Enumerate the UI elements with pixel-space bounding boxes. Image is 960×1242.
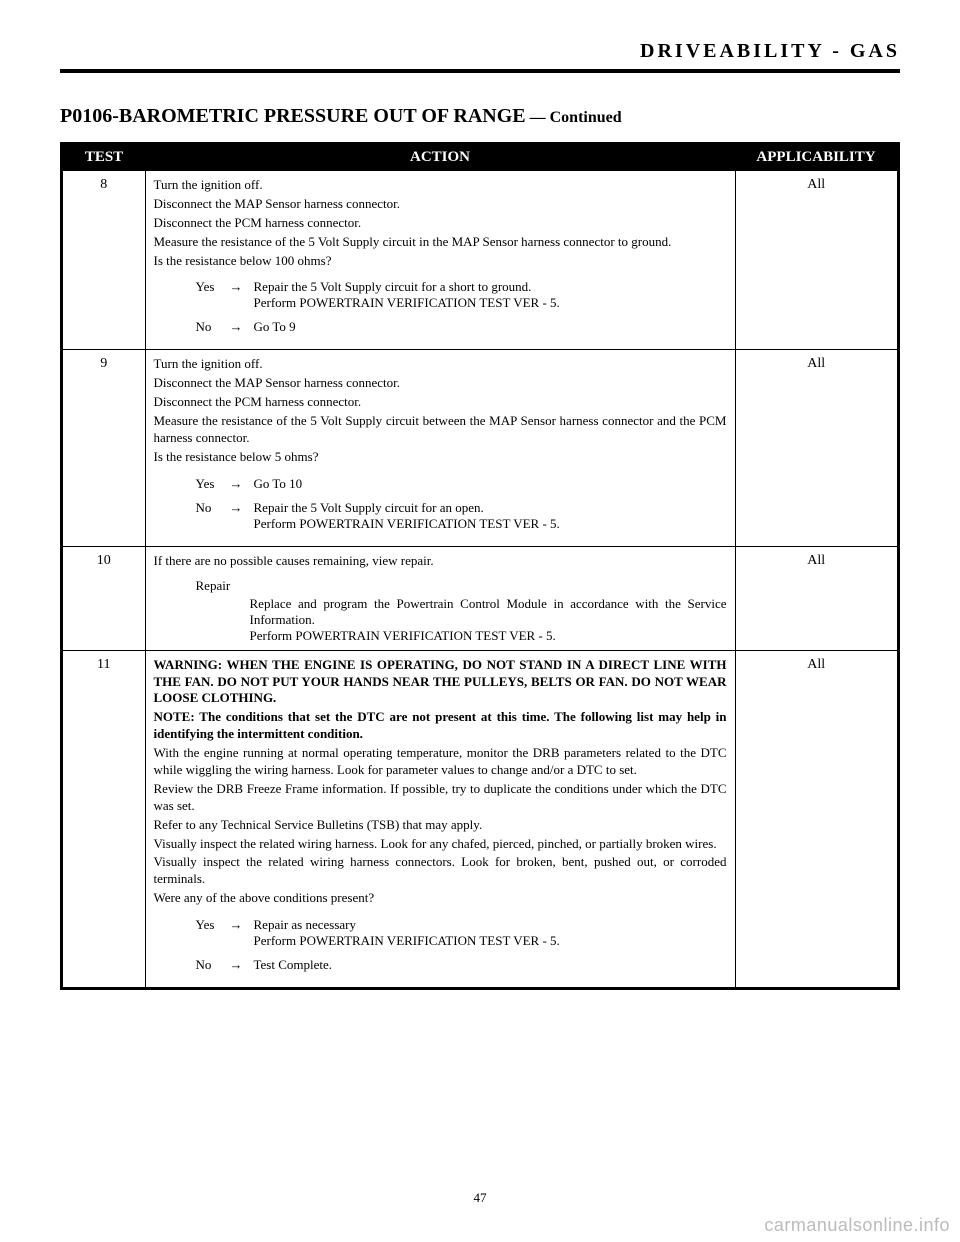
action-text: Refer to any Technical Service Bulletins… <box>154 817 727 834</box>
no-text: Go To 9 <box>254 319 727 335</box>
yes-text: Go To 10 <box>254 476 727 492</box>
action-text: Visually inspect the related wiring harn… <box>154 854 727 888</box>
arrow-icon: → <box>230 279 254 311</box>
applicability-cell: All <box>735 650 899 988</box>
no-text: Test Complete. <box>254 957 727 973</box>
col-test: TEST <box>62 144 146 171</box>
action-cell: Turn the ignition off. Disconnect the MAP… <box>145 171 735 350</box>
yes-row: Yes→Go To 10 <box>196 476 727 492</box>
yes-label: Yes <box>196 279 230 311</box>
yes-label: Yes <box>196 476 230 492</box>
test-number: 9 <box>62 350 146 546</box>
action-cell: WARNING: WHEN THE ENGINE IS OPERATING, D… <box>145 650 735 988</box>
action-text: With the engine running at normal operat… <box>154 745 727 779</box>
action-text: Is the resistance below 5 ohms? <box>154 449 727 466</box>
action-text: WARNING: WHEN THE ENGINE IS OPERATING, D… <box>154 657 727 708</box>
yes-text: Repair the 5 Volt Supply circuit for a s… <box>254 279 727 311</box>
action-text: NOTE: The conditions that set the DTC ar… <box>154 709 727 743</box>
table-row: 10 If there are no possible causes remain… <box>62 546 899 650</box>
action-text: Disconnect the MAP Sensor harness connec… <box>154 375 727 392</box>
arrow-icon: → <box>230 476 254 492</box>
yes-no-block: Yes→Go To 10 No→Repair the 5 Volt Supply … <box>196 476 727 532</box>
yes-row: Yes→Repair as necessaryPerform POWERTRAI… <box>196 917 727 949</box>
action-text: Measure the resistance of the 5 Volt Sup… <box>154 413 727 447</box>
yes-label: Yes <box>196 917 230 949</box>
col-action: ACTION <box>145 144 735 171</box>
applicability-cell: All <box>735 546 899 650</box>
title-code: P0106-BAROMETRIC PRESSURE OUT OF RANGE <box>60 105 526 127</box>
repair-label: Repair <box>196 578 727 594</box>
applicability-cell: All <box>735 350 899 546</box>
action-text: Visually inspect the related wiring harn… <box>154 836 727 853</box>
no-row: No→Repair the 5 Volt Supply circuit for … <box>196 500 727 532</box>
diagnostic-table: TEST ACTION APPLICABILITY 8Turn the igni… <box>60 142 900 990</box>
no-text: Repair the 5 Volt Supply circuit for an … <box>254 500 727 532</box>
section-header: DRIVEABILITY - GAS <box>60 40 900 69</box>
title-continued: Continued <box>550 109 622 126</box>
page-number: 47 <box>0 1190 960 1206</box>
no-label: No <box>196 319 230 335</box>
applicability-cell: All <box>735 171 899 350</box>
no-label: No <box>196 500 230 532</box>
page-title: P0106-BAROMETRIC PRESSURE OUT OF RANGE —… <box>60 105 900 128</box>
action-text: Were any of the above conditions present… <box>154 890 727 907</box>
no-row: No→Go To 9 <box>196 319 727 335</box>
header-rule <box>60 69 900 73</box>
yes-row: Yes→Repair the 5 Volt Supply circuit for… <box>196 279 727 311</box>
yes-text: Repair as necessaryPerform POWERTRAIN VE… <box>254 917 727 949</box>
col-applicability: APPLICABILITY <box>735 144 899 171</box>
arrow-icon: → <box>230 917 254 949</box>
no-row: No→Test Complete. <box>196 957 727 973</box>
test-number: 10 <box>62 546 146 650</box>
title-sep: — <box>526 109 550 126</box>
action-cell: If there are no possible causes remainin… <box>145 546 735 650</box>
test-number: 8 <box>62 171 146 350</box>
action-text: Turn the ignition off. <box>154 356 727 373</box>
table-row: 11WARNING: WHEN THE ENGINE IS OPERATING,… <box>62 650 899 988</box>
watermark: carmanualsonline.info <box>764 1215 950 1236</box>
table-row: 8 Turn the ignition off. Disconnect the MA… <box>62 171 899 350</box>
arrow-icon: → <box>230 319 254 335</box>
repair-text: Replace and program the Powertrain Contr… <box>250 596 727 644</box>
test-number: 11 <box>62 650 146 988</box>
action-text: Turn the ignition off. <box>154 177 727 194</box>
repair-block: Repair Replace and program the Powertrain… <box>196 578 727 644</box>
action-text: Measure the resistance of the 5 Volt Sup… <box>154 234 727 251</box>
action-text: Disconnect the PCM harness connector. <box>154 394 727 411</box>
action-text: Disconnect the MAP Sensor harness connec… <box>154 196 727 213</box>
action-text: Review the DRB Freeze Frame information.… <box>154 781 727 815</box>
action-text: Is the resistance below 100 ohms? <box>154 253 727 270</box>
no-label: No <box>196 957 230 973</box>
arrow-icon: → <box>230 500 254 532</box>
yes-no-block: Yes→Repair the 5 Volt Supply circuit for… <box>196 279 727 335</box>
action-text: Disconnect the PCM harness connector. <box>154 215 727 232</box>
action-text: If there are no possible causes remainin… <box>154 553 727 570</box>
arrow-icon: → <box>230 957 254 973</box>
table-row: 9 Turn the ignition off. Disconnect the MA… <box>62 350 899 546</box>
yes-no-block: Yes→Repair as necessaryPerform POWERTRAI… <box>196 917 727 973</box>
action-cell: Turn the ignition off. Disconnect the MAP… <box>145 350 735 546</box>
